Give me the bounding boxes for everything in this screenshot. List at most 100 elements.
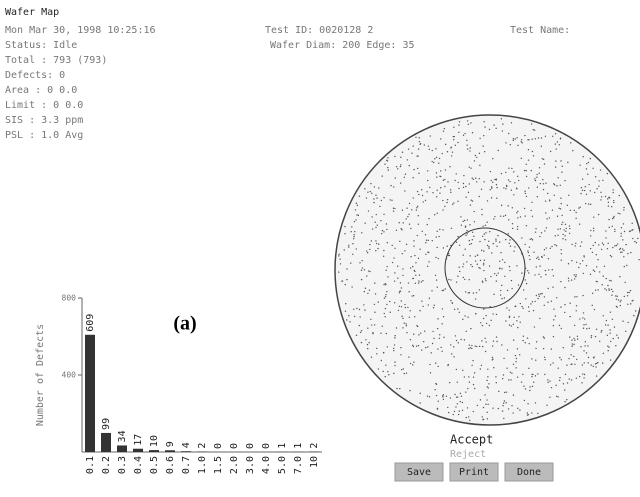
defect-dot: [605, 278, 606, 279]
defect-dot: [556, 148, 557, 149]
defect-dot: [510, 379, 511, 380]
button-label[interactable]: Save: [407, 467, 431, 478]
defect-dot: [592, 252, 593, 253]
defect-dot: [592, 293, 593, 294]
defect-dot: [437, 328, 438, 329]
defect-dot: [532, 139, 533, 140]
defect-dot: [425, 200, 426, 201]
defect-dot: [553, 336, 554, 337]
defect-dot: [527, 403, 528, 404]
x-tick-label: 5.0: [277, 456, 288, 474]
defect-dot: [447, 407, 448, 408]
defect-dot: [492, 357, 493, 358]
defect-dot: [569, 316, 570, 317]
defect-dot: [409, 165, 410, 166]
defect-dot: [387, 276, 388, 277]
defect-dot: [525, 268, 526, 269]
defect-dot: [447, 181, 448, 182]
defect-dot: [385, 294, 386, 295]
defect-dot: [611, 295, 612, 296]
defect-dot: [556, 185, 557, 186]
defect-dot: [444, 179, 445, 180]
defect-dot: [403, 368, 404, 369]
defect-dot: [507, 205, 508, 206]
defect-dot: [611, 256, 612, 257]
defect-dot: [596, 188, 597, 189]
defect-dot: [485, 315, 486, 316]
defect-dot: [544, 249, 545, 250]
defect-dot: [557, 367, 558, 368]
defect-dot: [600, 192, 601, 193]
defect-dot: [503, 187, 504, 188]
defect-dot: [569, 303, 570, 304]
x-tick-label: 4.0: [261, 456, 272, 474]
defect-dot: [582, 295, 583, 296]
defect-dot: [397, 277, 398, 278]
defect-dot: [503, 418, 504, 419]
defect-dot: [469, 150, 470, 151]
defect-dot: [429, 187, 430, 188]
defect-dot: [583, 324, 584, 325]
button-label[interactable]: Done: [517, 467, 541, 478]
defect-dot: [509, 309, 510, 310]
defect-dot: [544, 230, 545, 231]
defect-dot: [502, 378, 503, 379]
defect-dot: [385, 283, 386, 284]
defect-dot: [544, 357, 545, 358]
defect-dot: [473, 211, 474, 212]
defect-dot: [399, 291, 400, 292]
defect-dot: [483, 308, 484, 309]
defect-dot: [614, 245, 615, 246]
defect-dot: [437, 286, 438, 287]
defect-dot: [428, 145, 429, 146]
defect-dot: [371, 193, 372, 194]
defect-dot: [516, 212, 517, 213]
defect-dot: [527, 250, 528, 251]
defect-dot: [517, 348, 518, 349]
defect-dot: [557, 141, 558, 142]
defect-dot: [590, 248, 591, 249]
defect-dot: [480, 322, 481, 323]
defect-dot: [577, 338, 578, 339]
defect-dot: [342, 280, 343, 281]
info-row: Total : 793 (793): [5, 55, 107, 66]
defect-dot: [574, 210, 575, 211]
defect-dot: [616, 335, 617, 336]
defect-dot: [535, 348, 536, 349]
defect-dot: [510, 246, 511, 247]
alt-result: Reject: [450, 449, 486, 460]
defect-dot: [468, 348, 469, 349]
defect-dot: [525, 298, 526, 299]
defect-dot: [569, 378, 570, 379]
defect-dot: [516, 358, 517, 359]
defect-dot: [382, 371, 383, 372]
defect-dot: [348, 245, 349, 246]
wafer-outline: [335, 115, 640, 425]
defect-dot: [524, 135, 525, 136]
defect-dot: [404, 304, 405, 305]
button-label[interactable]: Print: [459, 467, 489, 478]
defect-dot: [502, 410, 503, 411]
defect-dot: [401, 287, 402, 288]
defect-dot: [598, 180, 599, 181]
defect-dot: [535, 360, 536, 361]
defect-dot: [419, 274, 420, 275]
defect-dot: [596, 254, 597, 255]
defect-dot: [469, 381, 470, 382]
defect-dot: [437, 318, 438, 319]
defect-dot: [595, 289, 596, 290]
defect-dot: [544, 337, 545, 338]
defect-dot: [505, 239, 506, 240]
defect-dot: [593, 366, 594, 367]
defect-dot: [469, 255, 470, 256]
defect-dot: [608, 219, 609, 220]
x-tick-label: 2.0: [229, 456, 240, 474]
defect-dot: [615, 345, 616, 346]
value-label: 2: [309, 443, 320, 449]
defect-dot: [506, 307, 507, 308]
defect-dot: [527, 412, 528, 413]
defect-dot: [407, 216, 408, 217]
defect-dot: [501, 268, 502, 269]
defect-dot: [442, 229, 443, 230]
defect-dot: [425, 242, 426, 243]
